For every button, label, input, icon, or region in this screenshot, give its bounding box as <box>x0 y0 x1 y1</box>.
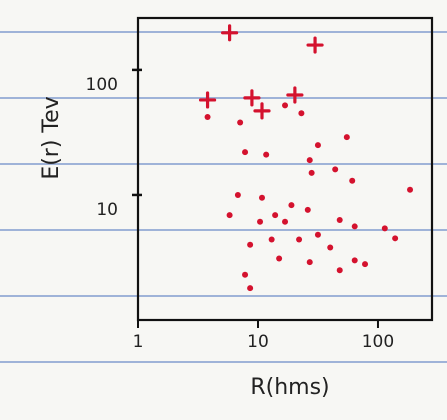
point <box>336 267 343 274</box>
point <box>343 134 350 141</box>
point <box>253 102 271 120</box>
point <box>276 255 283 262</box>
point <box>349 177 356 184</box>
point <box>296 236 303 243</box>
point <box>247 241 254 248</box>
x-tick-label: 100 <box>362 332 394 352</box>
point <box>243 89 261 107</box>
point <box>237 119 244 126</box>
point <box>332 166 339 173</box>
point <box>327 244 334 251</box>
point <box>242 271 249 278</box>
plot-frame <box>136 16 434 322</box>
y-tick-label: 10 <box>96 200 118 220</box>
y-tick-label: 100 <box>86 75 118 95</box>
point <box>263 151 270 158</box>
point <box>407 186 414 193</box>
point <box>221 24 239 42</box>
point <box>242 149 249 156</box>
point <box>247 285 254 292</box>
point <box>234 191 241 198</box>
point <box>258 194 265 201</box>
point <box>306 157 313 164</box>
point <box>381 225 388 232</box>
point <box>351 223 358 230</box>
point <box>272 212 279 219</box>
point <box>286 86 304 104</box>
point <box>306 259 313 266</box>
point <box>308 169 315 176</box>
point <box>351 257 358 264</box>
point <box>268 236 275 243</box>
point <box>257 218 264 225</box>
y-axis-title: E(r) Tev <box>39 96 64 179</box>
x-tick-label: 10 <box>247 332 269 352</box>
point <box>226 212 233 219</box>
point <box>392 235 399 242</box>
point <box>362 261 369 268</box>
point <box>282 218 289 225</box>
point <box>336 217 343 224</box>
point <box>282 102 289 109</box>
point <box>306 36 324 54</box>
point <box>304 206 311 213</box>
point <box>298 110 305 117</box>
x-axis-title: R(hms) <box>250 375 329 400</box>
point <box>314 231 321 238</box>
point <box>314 142 321 149</box>
point <box>204 114 211 121</box>
point <box>288 202 295 209</box>
point <box>198 91 217 109</box>
x-tick-label: 1 <box>133 332 144 352</box>
